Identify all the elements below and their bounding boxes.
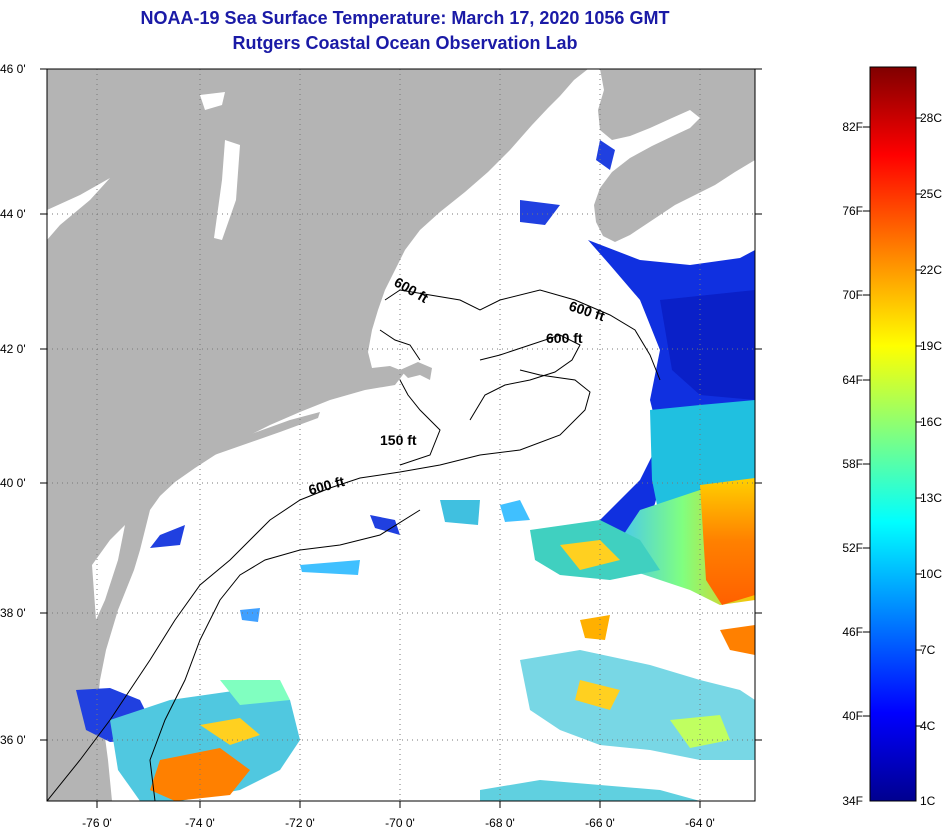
lon-label: -70 0': [385, 816, 415, 830]
lat-label: 40 0': [0, 476, 26, 490]
colorbar-c-label: 13C: [920, 491, 942, 505]
colorbar-c-label: 7C: [920, 643, 936, 657]
land-long-island: [190, 412, 320, 460]
colorbar-c-label: 10C: [920, 567, 942, 581]
map-title: NOAA-19 Sea Surface Temperature: March 1…: [140, 8, 670, 28]
colorbar-f-label: 34F: [842, 794, 863, 808]
colorbar-f-label: 82F: [842, 120, 863, 134]
land-nova-scotia: [594, 69, 755, 242]
lat-label: 36 0': [0, 733, 26, 747]
lon-label: -64 0': [685, 816, 715, 830]
colorbar-c-label: 4C: [920, 719, 936, 733]
colorbar-c-label: 1C: [920, 794, 936, 808]
colorbar-c-label: 25C: [920, 187, 942, 201]
temperature-colorbar: 82F 76F 70F 64F 58F 52F 46F 40F 34F 28C …: [842, 66, 942, 808]
land-us-coast: [47, 69, 588, 801]
colorbar-gradient: [869, 66, 917, 802]
colorbar-f-label: 64F: [842, 373, 863, 387]
graticule: [47, 69, 755, 801]
colorbar-c-label: 28C: [920, 111, 942, 125]
lat-label: 44 0': [0, 207, 26, 221]
colorbar-f-label: 40F: [842, 709, 863, 723]
lat-label: 38 0': [0, 606, 26, 620]
land-cape-cod: [400, 362, 432, 380]
colorbar-c-label: 22C: [920, 263, 942, 277]
lon-label: -68 0': [485, 816, 515, 830]
isobath-label: 150 ft: [380, 432, 417, 448]
isobath-lines: [47, 289, 661, 801]
map-frame: [46, 68, 756, 802]
lon-label: -66 0': [585, 816, 615, 830]
isobath-label: 600 ft: [546, 330, 583, 346]
colorbar-f-label: 46F: [842, 625, 863, 639]
axis-ticks: [40, 68, 762, 808]
lon-label: -76 0': [82, 816, 112, 830]
longitude-labels: -76 0' -74 0' -72 0' -70 0' -68 0' -66 0…: [82, 816, 715, 830]
lon-label: -74 0': [185, 816, 215, 830]
colorbar-f-label: 76F: [842, 204, 863, 218]
lon-label: -72 0': [285, 816, 315, 830]
map-area: [47, 69, 755, 801]
lat-label: 42 0': [0, 342, 26, 356]
colorbar-c-label: 16C: [920, 415, 942, 429]
colorbar-f-label: 58F: [842, 457, 863, 471]
map-subtitle: Rutgers Coastal Ocean Observation Lab: [232, 33, 578, 53]
colorbar-c-label: 19C: [920, 339, 942, 353]
colorbar-f-label: 70F: [842, 288, 863, 302]
lat-label: 46 0': [0, 62, 26, 76]
colorbar-f-label: 52F: [842, 541, 863, 555]
latitude-labels: 46 0' 44 0' 42 0' 40 0' 38 0' 36 0': [0, 62, 26, 747]
